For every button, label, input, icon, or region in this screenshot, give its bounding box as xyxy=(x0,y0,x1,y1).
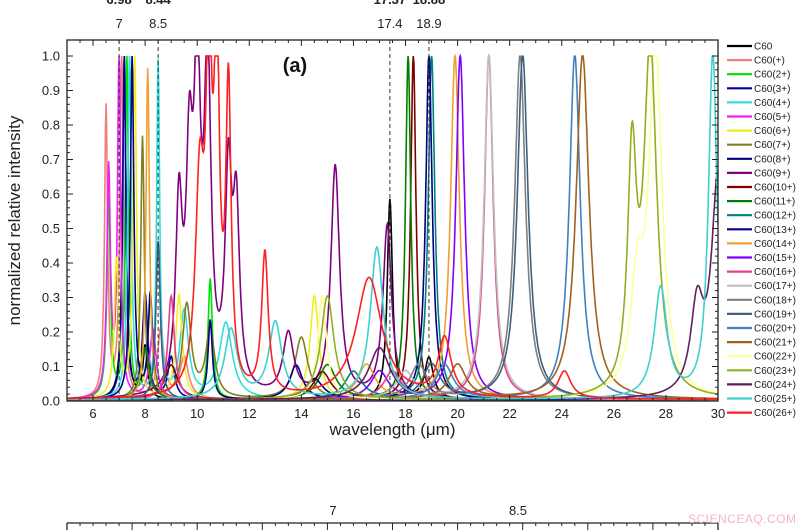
legend-label: C60(19+) xyxy=(754,309,796,320)
legend-label: C60(24+) xyxy=(754,380,796,391)
x-tick-label: 18 xyxy=(398,406,412,421)
y-axis-label: normalized relative intensity xyxy=(5,115,24,325)
y-tick-label: 0.8 xyxy=(42,118,60,133)
x-axis-label: wavelength (μm) xyxy=(328,420,455,439)
series-line-17 xyxy=(67,54,718,401)
series-line-13 xyxy=(67,55,718,401)
legend-label: C60(6+) xyxy=(754,126,790,137)
series-line-15 xyxy=(67,53,718,401)
y-tick-label: 1.0 xyxy=(42,49,60,64)
y-tick-label: 0.7 xyxy=(42,152,60,167)
x-tick-label: 14 xyxy=(294,406,308,421)
series-line-12 xyxy=(67,55,718,401)
y-tick-label: 0.5 xyxy=(42,221,60,236)
y-tick-label: 0.9 xyxy=(42,83,60,98)
series-line-9 xyxy=(67,55,718,401)
legend-label: C60(16+) xyxy=(754,267,796,278)
series-line-26 xyxy=(67,55,718,400)
panel-b-top-label: 8.5 xyxy=(509,503,527,518)
y-tick-label: 0.2 xyxy=(42,325,60,340)
reference-label: 7 xyxy=(115,16,122,31)
x-tick-label: 20 xyxy=(450,406,464,421)
reference-label: 17.4 xyxy=(377,16,402,31)
x-tick-label: 10 xyxy=(190,406,204,421)
series-line-25 xyxy=(67,55,718,400)
series-line-18 xyxy=(67,54,718,401)
series-line-16 xyxy=(67,53,718,401)
x-tick-label: 24 xyxy=(555,406,569,421)
panel-b-top-label: 7 xyxy=(329,503,336,518)
series-line-6 xyxy=(67,55,718,401)
legend-label: C60(17+) xyxy=(754,281,796,292)
reference-bold-label: 18.88 xyxy=(413,0,446,7)
series-line-5 xyxy=(67,55,718,401)
reference-bold-label: 17.37 xyxy=(374,0,407,7)
legend-label: C60(2+) xyxy=(754,70,790,81)
y-tick-label: 0.6 xyxy=(42,187,60,202)
series-line-14 xyxy=(67,53,718,401)
legend-label: C60(11+) xyxy=(754,197,795,208)
x-tick-label: 28 xyxy=(659,406,673,421)
legend-label: C60(8+) xyxy=(754,154,790,165)
legend-label: C60 xyxy=(754,42,773,53)
legend-label: C60(+) xyxy=(754,56,785,67)
legend-label: C60(14+) xyxy=(754,239,796,250)
legend-label: C60(21+) xyxy=(754,338,796,349)
legend-label: C60(3+) xyxy=(754,84,790,95)
y-tick-label: 0.0 xyxy=(42,394,60,409)
x-tick-label: 16 xyxy=(346,406,360,421)
legend-label: C60(13+) xyxy=(754,225,796,236)
reference-bold-label: 8.44 xyxy=(145,0,171,7)
y-tick-label: 0.3 xyxy=(42,290,60,305)
x-tick-label: 6 xyxy=(89,406,96,421)
legend-label: C60(9+) xyxy=(754,168,790,179)
legend-label: C60(20+) xyxy=(754,324,796,335)
series-line-21 xyxy=(67,55,718,401)
watermark: SCIENCEAQ.COM xyxy=(688,512,797,526)
x-tick-label: 8 xyxy=(142,406,149,421)
series-line-8 xyxy=(67,55,718,401)
y-tick-label: 0.1 xyxy=(42,359,60,374)
series-line-4 xyxy=(67,55,718,401)
legend-label: C60(18+) xyxy=(754,295,796,306)
legend-label: C60(4+) xyxy=(754,98,790,109)
plot-frame xyxy=(66,39,719,402)
legend-label: C60(26+) xyxy=(754,408,796,419)
series-line-23 xyxy=(67,55,718,401)
series-line-20 xyxy=(67,54,718,401)
legend-label: C60(23+) xyxy=(754,366,796,377)
legend-label: C60(15+) xyxy=(754,253,796,264)
series-line-10 xyxy=(67,55,718,401)
series-line-22 xyxy=(67,55,718,401)
series-line-3 xyxy=(67,55,718,401)
legend-label: C60(22+) xyxy=(754,352,796,363)
legend-label: C60(5+) xyxy=(754,112,790,123)
series-line-0 xyxy=(67,55,718,401)
reference-label: 8.5 xyxy=(149,16,167,31)
legend-label: C60(12+) xyxy=(754,211,796,222)
x-tick-label: 12 xyxy=(242,406,256,421)
x-tick-label: 26 xyxy=(607,406,621,421)
series-line-19 xyxy=(67,54,718,401)
legend-label: C60(10+) xyxy=(754,183,796,194)
x-tick-label: 30 xyxy=(711,406,725,421)
series-line-1 xyxy=(67,55,718,401)
reference-label: 18.9 xyxy=(416,16,441,31)
y-tick-label: 0.4 xyxy=(42,256,60,271)
reference-bold-label: 6.98 xyxy=(106,0,131,7)
panel-label: (a) xyxy=(283,55,307,77)
series-line-11 xyxy=(67,55,718,401)
legend-label: C60(25+) xyxy=(754,394,796,405)
x-tick-label: 22 xyxy=(502,406,516,421)
legend-label: C60(7+) xyxy=(754,140,790,151)
series-line-2 xyxy=(67,55,718,401)
